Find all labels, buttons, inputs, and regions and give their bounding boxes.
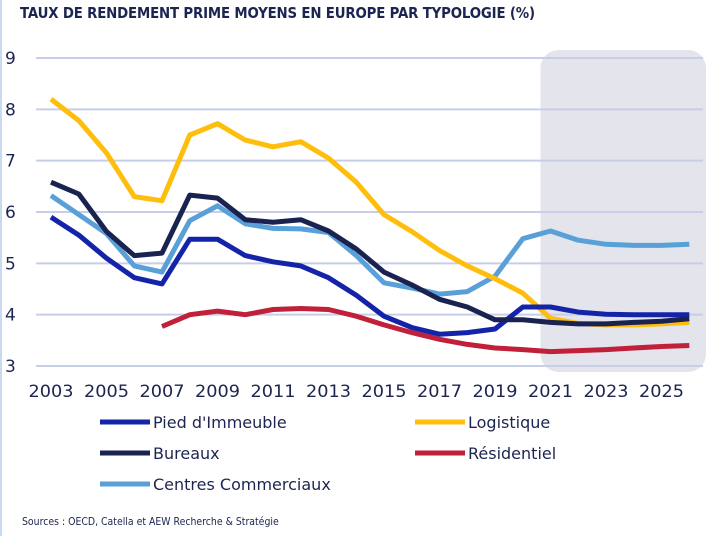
- y-tick-label: 5: [5, 254, 16, 274]
- chart-title: TAUX DE RENDEMENT PRIME MOYENS EN EUROPE…: [20, 4, 535, 22]
- x-tick-label: 2013: [306, 382, 351, 402]
- x-tick-label: 2023: [584, 382, 629, 402]
- image-left-border: [0, 0, 2, 536]
- y-tick-label: 9: [5, 49, 16, 69]
- x-tick-label: 2017: [417, 382, 462, 402]
- x-tick-label: 2007: [140, 382, 185, 402]
- series-lines: [49, 97, 690, 355]
- series-line-pied-d-immeuble: [49, 215, 690, 337]
- legend-label: Résidentiel: [468, 444, 556, 463]
- legend-label: Pied d'Immeuble: [153, 413, 287, 432]
- x-tick-label: 2019: [473, 382, 518, 402]
- legend: Pied d'Immeuble Logistique Bureaux Résident…: [100, 413, 556, 494]
- source-note: Sources : OECD, Catella et AEW Recherche…: [22, 515, 279, 528]
- legend-label: Bureaux: [153, 444, 220, 463]
- y-tick-label: 6: [5, 203, 16, 223]
- legend-item: Logistique: [415, 413, 550, 432]
- x-tick-label: 2005: [84, 382, 129, 402]
- legend-item: Résidentiel: [415, 444, 556, 463]
- legend-item: Centres Commerciaux: [100, 475, 331, 494]
- series-line-centres-commerciaux: [49, 193, 690, 297]
- legend-label: Logistique: [468, 413, 550, 432]
- x-axis-ticks: 2003 2005 2007 2009 2011 2013 2015 2017 2019 2021…: [29, 382, 685, 402]
- y-tick-label: 8: [5, 100, 16, 120]
- x-tick-label: 2015: [362, 382, 407, 402]
- x-tick-label: 2009: [195, 382, 240, 402]
- series-line-bureaux: [50, 179, 690, 327]
- x-tick-label: 2011: [251, 382, 296, 402]
- y-tick-label: 3: [5, 357, 16, 377]
- legend-item: Pied d'Immeuble: [100, 413, 287, 432]
- y-tick-label: 4: [5, 306, 16, 326]
- legend-item: Bureaux: [100, 444, 220, 463]
- x-tick-label: 2021: [528, 382, 573, 402]
- y-tick-label: 7: [5, 152, 16, 172]
- series-line-residentiel: [161, 306, 690, 355]
- legend-label: Centres Commerciaux: [153, 475, 331, 494]
- x-tick-label: 2025: [639, 382, 684, 402]
- y-axis-ticks: 3 4 5 6 7 8 9: [5, 49, 16, 377]
- x-tick-label: 2003: [29, 382, 74, 402]
